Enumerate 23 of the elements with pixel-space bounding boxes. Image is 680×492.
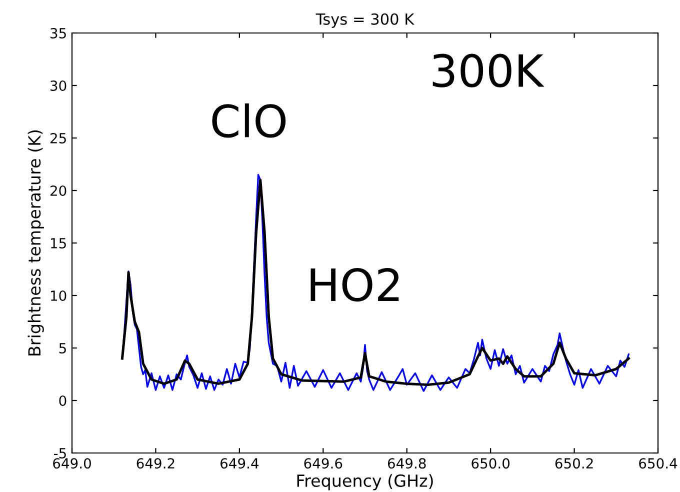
annotation: 300K — [432, 54, 544, 88]
x-tick-label: 649.6 — [304, 458, 342, 469]
y-tick-label: 0 — [59, 395, 66, 406]
annotation: ClO — [212, 103, 286, 138]
x-tick-label: 650.0 — [472, 458, 510, 469]
y-tick-label: 5 — [59, 343, 66, 354]
y-tick-label: 20 — [50, 185, 66, 196]
x-axis-title: Frequency (GHz) — [297, 474, 433, 490]
y-axis-title: Brightness temperature (K) — [28, 130, 44, 356]
y-tick-label: 10 — [50, 290, 66, 301]
x-tick-label: 649.2 — [136, 458, 174, 469]
y-tick-label: 25 — [50, 132, 66, 144]
y-tick-label: 15 — [50, 238, 66, 248]
y-tick-label: -5 — [54, 448, 66, 458]
x-tick-label: 649.8 — [388, 458, 426, 469]
x-tick-label: 649.0 — [53, 458, 91, 469]
y-tick-label: 35 — [50, 28, 66, 38]
x-tick-label: 650.4 — [639, 458, 678, 469]
x-tick-label: 649.4 — [220, 458, 259, 469]
chart-title: Tsys = 300 K — [316, 13, 414, 28]
y-tick-label: 30 — [50, 80, 66, 91]
annotation: HO2 — [310, 268, 399, 302]
x-tick-label: 650.2 — [555, 458, 593, 469]
